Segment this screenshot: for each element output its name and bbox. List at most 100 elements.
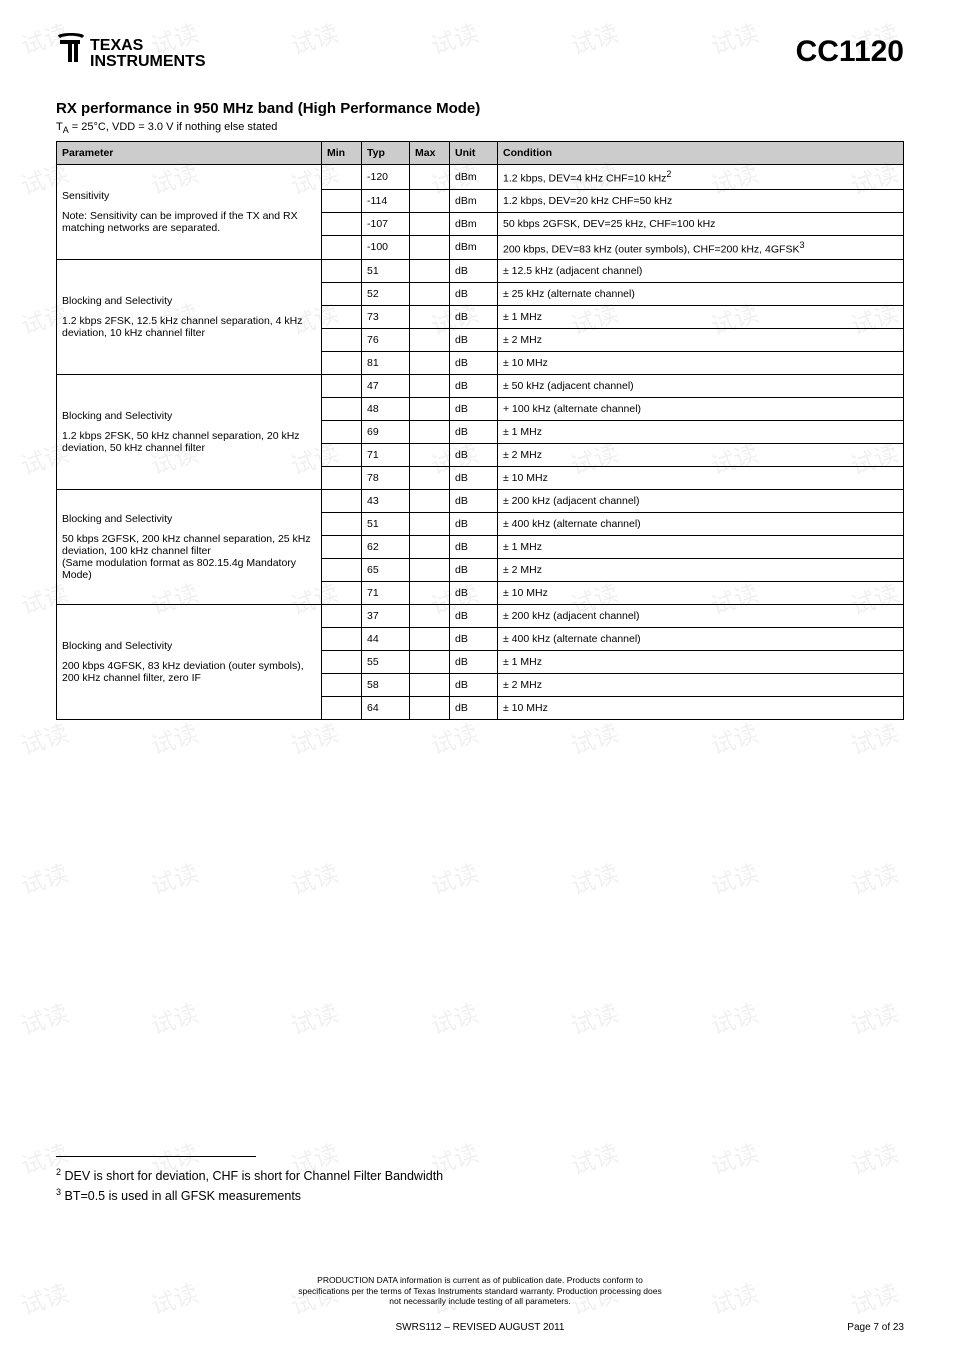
cell-max bbox=[410, 189, 450, 212]
param-title: Blocking and Selectivity bbox=[62, 410, 316, 422]
cell-unit: dB bbox=[450, 628, 498, 651]
cell-min bbox=[322, 697, 362, 720]
cell-max bbox=[410, 697, 450, 720]
cell-min bbox=[322, 235, 362, 260]
cell-max bbox=[410, 628, 450, 651]
th-max: Max bbox=[410, 142, 450, 165]
cell-typ: 52 bbox=[362, 283, 410, 306]
page-number: Page 7 of 23 bbox=[847, 1322, 904, 1333]
cell-condition: ± 50 kHz (adjacent channel) bbox=[498, 375, 904, 398]
cell-condition: ± 400 kHz (alternate channel) bbox=[498, 628, 904, 651]
cell-typ: 73 bbox=[362, 306, 410, 329]
table-row: Blocking and Selectivity1.2 kbps 2FSK, 5… bbox=[57, 375, 904, 398]
cell-condition: 200 kbps, DEV=83 kHz (outer symbols), CH… bbox=[498, 235, 904, 260]
cell-min bbox=[322, 283, 362, 306]
cell-min bbox=[322, 490, 362, 513]
cell-typ: 69 bbox=[362, 421, 410, 444]
cell-typ: -107 bbox=[362, 212, 410, 235]
param-sub: Note: Sensitivity can be improved if the… bbox=[62, 210, 316, 234]
cell-condition: ± 2 MHz bbox=[498, 444, 904, 467]
param-sub: 50 kbps 2GFSK, 200 kHz channel separatio… bbox=[62, 533, 316, 581]
watermark: 试读 bbox=[16, 993, 72, 1041]
cond-sup: 3 bbox=[799, 240, 804, 250]
watermark: 试读 bbox=[846, 713, 902, 761]
cell-max bbox=[410, 235, 450, 260]
th-unit: Unit bbox=[450, 142, 498, 165]
cell-max bbox=[410, 467, 450, 490]
ti-logo: TEXAS INSTRUMENTS bbox=[56, 30, 216, 74]
prod-data-l1: PRODUCTION DATA information is current a… bbox=[0, 1275, 960, 1286]
param-sub: 1.2 kbps 2FSK, 50 kHz channel separation… bbox=[62, 430, 316, 454]
doc-id: SWRS112 – REVISED AUGUST 2011 bbox=[0, 1322, 960, 1333]
cell-unit: dB bbox=[450, 559, 498, 582]
watermark: 试读 bbox=[286, 853, 342, 901]
cell-condition: 1.2 kbps, DEV=20 kHz CHF=50 kHz bbox=[498, 189, 904, 212]
cell-typ: 55 bbox=[362, 651, 410, 674]
cell-max bbox=[410, 260, 450, 283]
cell-max bbox=[410, 352, 450, 375]
cell-min bbox=[322, 536, 362, 559]
param-cell: Blocking and Selectivity 1.2 kbps 2FSK, 5… bbox=[57, 375, 322, 490]
cell-min bbox=[322, 674, 362, 697]
cell-condition: ± 10 MHz bbox=[498, 352, 904, 375]
footnote-2-text: DEV is short for deviation, CHF is short… bbox=[61, 1169, 443, 1183]
cell-min bbox=[322, 329, 362, 352]
prod-data-l3: not necessarily include testing of all p… bbox=[0, 1296, 960, 1307]
cell-unit: dB bbox=[450, 490, 498, 513]
cell-min bbox=[322, 421, 362, 444]
cell-condition: ± 25 kHz (alternate channel) bbox=[498, 283, 904, 306]
cell-typ: 58 bbox=[362, 674, 410, 697]
watermark: 试读 bbox=[846, 993, 902, 1041]
cell-unit: dB bbox=[450, 536, 498, 559]
cell-min bbox=[322, 398, 362, 421]
cell-typ: 81 bbox=[362, 352, 410, 375]
cell-max bbox=[410, 421, 450, 444]
cell-typ: 78 bbox=[362, 467, 410, 490]
param-cell: Blocking and Selectivity1.2 kbps 2FSK, 1… bbox=[57, 260, 322, 375]
cell-condition: ± 10 MHz bbox=[498, 697, 904, 720]
footnote-rule bbox=[56, 1156, 256, 1157]
cell-max bbox=[410, 674, 450, 697]
cell-unit: dB bbox=[450, 329, 498, 352]
cell-condition: ± 2 MHz bbox=[498, 329, 904, 352]
cell-max bbox=[410, 398, 450, 421]
page-header: TEXAS INSTRUMENTS CC1120 bbox=[56, 30, 904, 74]
watermark: 试读 bbox=[846, 1133, 902, 1181]
cell-typ: -114 bbox=[362, 189, 410, 212]
watermark: 试读 bbox=[16, 853, 72, 901]
cell-unit: dB bbox=[450, 444, 498, 467]
spec-table: Parameter Min Typ Max Unit Condition Sen… bbox=[56, 141, 904, 720]
th-parameter: Parameter bbox=[57, 142, 322, 165]
watermark: 试读 bbox=[426, 993, 482, 1041]
cell-unit: dB bbox=[450, 421, 498, 444]
cell-unit: dB bbox=[450, 375, 498, 398]
logo-text-top: TEXAS bbox=[90, 37, 144, 54]
subnote-prefix: T bbox=[56, 121, 63, 133]
cell-min bbox=[322, 352, 362, 375]
cell-typ: 71 bbox=[362, 582, 410, 605]
cell-unit: dBm bbox=[450, 235, 498, 260]
cell-condition: ± 200 kHz (adjacent channel) bbox=[498, 490, 904, 513]
section-title: RX performance in 950 MHz band (High Per… bbox=[56, 100, 904, 117]
watermark: 试读 bbox=[846, 853, 902, 901]
cell-typ: 44 bbox=[362, 628, 410, 651]
cell-condition: ± 10 MHz bbox=[498, 582, 904, 605]
th-typ: Typ bbox=[362, 142, 410, 165]
watermark: 试读 bbox=[706, 713, 762, 761]
cell-condition: 1.2 kbps, DEV=4 kHz CHF=10 kHz2 bbox=[498, 165, 904, 190]
table-row: Blocking and Selectivity1.2 kbps 2FSK, 1… bbox=[57, 260, 904, 283]
watermark: 试读 bbox=[706, 853, 762, 901]
cell-typ: 37 bbox=[362, 605, 410, 628]
watermark: 试读 bbox=[286, 713, 342, 761]
watermark: 试读 bbox=[286, 993, 342, 1041]
cell-condition: ± 400 kHz (alternate channel) bbox=[498, 513, 904, 536]
cell-unit: dB bbox=[450, 352, 498, 375]
logo-text-bottom: INSTRUMENTS bbox=[90, 53, 206, 70]
cell-max bbox=[410, 651, 450, 674]
cell-unit: dB bbox=[450, 674, 498, 697]
cell-condition: ± 1 MHz bbox=[498, 536, 904, 559]
watermark: 试读 bbox=[566, 993, 622, 1041]
cell-typ: 51 bbox=[362, 513, 410, 536]
cell-min bbox=[322, 375, 362, 398]
cell-min bbox=[322, 444, 362, 467]
